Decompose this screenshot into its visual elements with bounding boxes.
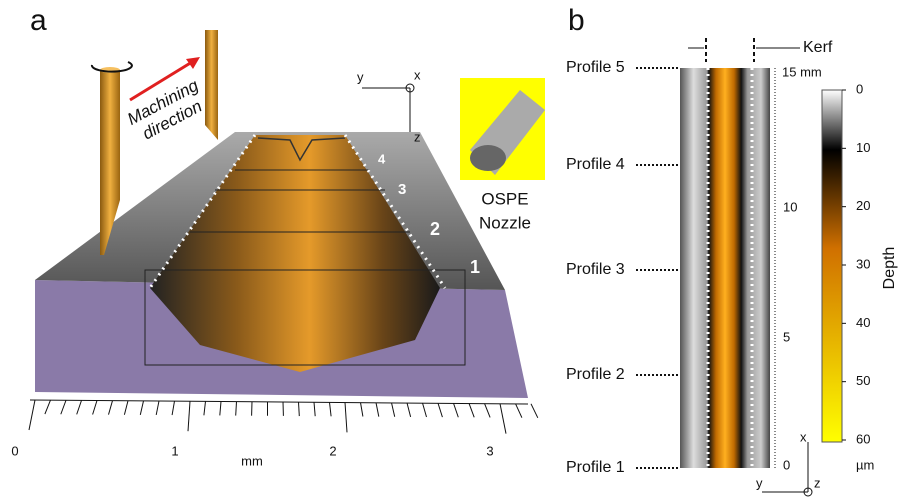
scale-tick-label: 0 bbox=[11, 443, 18, 458]
scale-tick-label: 3 bbox=[486, 443, 493, 458]
ruler-tick bbox=[345, 402, 347, 432]
ruler-tick bbox=[407, 403, 411, 417]
ruler-tick bbox=[438, 403, 442, 417]
ruler-tick bbox=[469, 403, 474, 417]
ruler-tick bbox=[531, 404, 538, 418]
colorbar-tick-label: 60 bbox=[856, 431, 870, 446]
ruler-tick bbox=[423, 403, 427, 417]
ruler-tick bbox=[330, 402, 332, 416]
profile-label: Profile 5 bbox=[566, 59, 625, 76]
panel-label: a bbox=[30, 4, 47, 37]
colorbar-tick-label: 30 bbox=[856, 256, 870, 271]
length-tick-label: 0 bbox=[783, 457, 790, 472]
profile-label: Profile 4 bbox=[566, 156, 625, 173]
ruler-tick bbox=[124, 401, 128, 415]
ruler-tick bbox=[376, 403, 379, 417]
ruler-tick bbox=[45, 400, 51, 414]
ruler-tick bbox=[204, 401, 206, 415]
figure: a 1 2 3 4 5 Machining direction y x z OS… bbox=[0, 0, 900, 501]
tool bbox=[205, 30, 218, 140]
axis-label: x bbox=[800, 429, 807, 444]
ruler-tick bbox=[236, 402, 237, 416]
length-tick-label: 10 bbox=[783, 199, 797, 214]
colorbar-unit: µm bbox=[856, 457, 874, 472]
axis-label: y bbox=[357, 69, 364, 84]
ruler-tick bbox=[77, 400, 82, 414]
ruler-tick bbox=[140, 401, 143, 415]
colorbar-tick-label: 0 bbox=[856, 81, 863, 96]
colorbar-tick-label: 50 bbox=[856, 373, 870, 388]
ruler-tick bbox=[220, 401, 221, 415]
profile-label: Profile 2 bbox=[566, 366, 625, 383]
ruler-tick bbox=[93, 400, 97, 414]
length-tick-label: 5 bbox=[783, 329, 790, 344]
colorbar bbox=[822, 90, 842, 442]
ruler-tick bbox=[188, 401, 190, 431]
panel-b: b Kerf Profile 5 Profile 4 Profile 3 Profil… bbox=[566, 4, 898, 496]
ruler-tick bbox=[299, 402, 300, 416]
scale-tick-label: 1 bbox=[171, 443, 178, 458]
ruler-tick bbox=[516, 404, 522, 418]
axis-label: y bbox=[756, 475, 763, 490]
ruler-tick bbox=[172, 401, 174, 415]
profile-label: Profile 1 bbox=[566, 459, 625, 476]
panel-label: b bbox=[568, 4, 585, 37]
profile-number: 4 bbox=[378, 151, 386, 166]
scale-unit: mm bbox=[241, 453, 263, 468]
ruler-tick bbox=[392, 403, 395, 417]
colorbar-title: Depth bbox=[881, 247, 898, 290]
colorbar-tick-label: 10 bbox=[856, 140, 870, 155]
profile-number: 3 bbox=[398, 181, 406, 198]
ruler-tick bbox=[485, 403, 491, 417]
ruler-tick bbox=[61, 400, 66, 414]
profile-number: 2 bbox=[430, 219, 440, 239]
panel-a: a 1 2 3 4 5 Machining direction y x z OS… bbox=[11, 4, 545, 469]
length-tick-label: 15 mm bbox=[782, 64, 822, 79]
annotation: Nozzle bbox=[479, 213, 531, 232]
annotation: OSPE bbox=[481, 189, 528, 208]
axis-label: z bbox=[814, 475, 821, 490]
ruler-tick bbox=[500, 404, 506, 434]
ruler-tick bbox=[454, 403, 459, 417]
ruler-tick bbox=[156, 401, 159, 415]
scale-tick-label: 2 bbox=[329, 443, 336, 458]
kerf-image bbox=[680, 68, 770, 468]
axis-label: x bbox=[414, 67, 421, 82]
axis-label: z bbox=[414, 129, 421, 144]
ruler-tick bbox=[314, 402, 315, 416]
profile-number: 5 bbox=[358, 120, 365, 134]
ruler-tick bbox=[361, 403, 363, 417]
colorbar-tick-label: 20 bbox=[856, 198, 870, 213]
annotation: Kerf bbox=[803, 39, 833, 56]
profile-number: 1 bbox=[470, 257, 480, 277]
colorbar-tick-label: 40 bbox=[856, 315, 870, 330]
ruler-tick bbox=[29, 400, 35, 430]
profile-label: Profile 3 bbox=[566, 261, 625, 278]
ruler-tick bbox=[109, 401, 113, 415]
nozzle-bore bbox=[470, 145, 506, 171]
